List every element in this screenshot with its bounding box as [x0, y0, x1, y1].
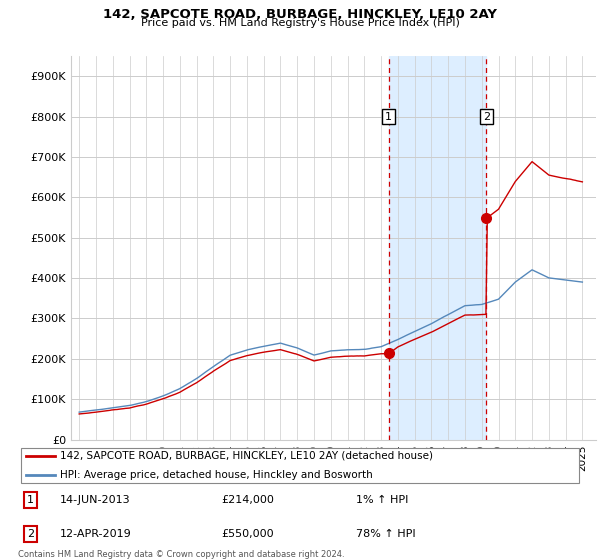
Text: HPI: Average price, detached house, Hinckley and Bosworth: HPI: Average price, detached house, Hinc…	[60, 470, 373, 480]
Bar	[389, 56, 487, 440]
Text: 142, SAPCOTE ROAD, BURBAGE, HINCKLEY, LE10 2AY (detached house): 142, SAPCOTE ROAD, BURBAGE, HINCKLEY, LE…	[60, 451, 433, 461]
Text: 142, SAPCOTE ROAD, BURBAGE, HINCKLEY, LE10 2AY: 142, SAPCOTE ROAD, BURBAGE, HINCKLEY, LE…	[103, 8, 497, 21]
Text: Price paid vs. HM Land Registry's House Price Index (HPI): Price paid vs. HM Land Registry's House …	[140, 18, 460, 29]
Text: 78% ↑ HPI: 78% ↑ HPI	[356, 529, 416, 539]
FancyBboxPatch shape	[21, 448, 579, 483]
Text: £550,000: £550,000	[221, 529, 274, 539]
Text: Contains HM Land Registry data © Crown copyright and database right 2024.
This d: Contains HM Land Registry data © Crown c…	[18, 550, 344, 560]
Text: 2: 2	[483, 111, 490, 122]
Text: 1: 1	[27, 495, 34, 505]
Text: £214,000: £214,000	[221, 495, 274, 505]
Text: 1% ↑ HPI: 1% ↑ HPI	[356, 495, 409, 505]
Text: 14-JUN-2013: 14-JUN-2013	[60, 495, 131, 505]
Text: 1: 1	[385, 111, 392, 122]
Text: 12-APR-2019: 12-APR-2019	[60, 529, 132, 539]
Text: 2: 2	[27, 529, 34, 539]
